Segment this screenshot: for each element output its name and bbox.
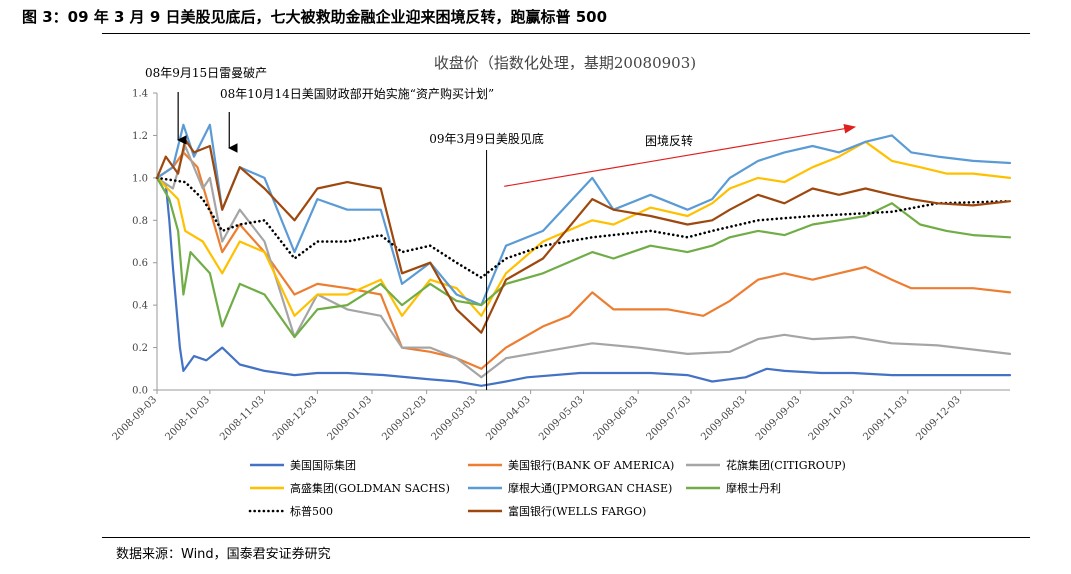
x-tick-label: 2009-03-03 xyxy=(430,394,479,443)
x-tick-label: 2008-10-03 xyxy=(163,394,212,443)
series-line-1 xyxy=(155,151,1012,370)
legend-label-7: 富国银行(WELLS FARGO) xyxy=(508,504,646,518)
x-tick-label: 2009-10-03 xyxy=(807,394,856,443)
series-line-2 xyxy=(155,144,1012,379)
annotation-turnaround: 困境反转 xyxy=(645,133,693,148)
top-rule xyxy=(102,33,1030,34)
x-tick-label: 2009-07-03 xyxy=(645,394,694,443)
x-tick-label: 2009-06-03 xyxy=(592,394,641,443)
y-tick-label: 0.0 xyxy=(132,386,148,397)
legend-label-6: 标普500 xyxy=(290,504,333,518)
series-line-0 xyxy=(155,176,1012,387)
x-tick-label: 2008-12-03 xyxy=(271,394,320,443)
y-tick-label: 0.2 xyxy=(132,343,148,354)
annotation-layer: 08年9月15日雷曼破产 08年10月14日美国财政部开始实施“资产购买计划” 09… xyxy=(145,65,857,390)
series-layer xyxy=(155,123,1012,387)
x-tick-label: 2009-02-03 xyxy=(380,394,429,443)
y-tick-label: 1.0 xyxy=(132,173,148,184)
y-tick-label: 0.6 xyxy=(132,258,148,269)
legend-label-5: 摩根士丹利 xyxy=(726,481,781,495)
chart-title: 收盘价（指数化处理，基期20080903) xyxy=(434,54,696,72)
trend-arrow xyxy=(504,124,857,187)
series-line-4 xyxy=(155,123,1012,307)
figure-title: 图 3：09 年 3 月 9 日美股见底后，七大被救助金融企业迎来困境反转，跑赢… xyxy=(22,8,608,26)
y-tick-label: 0.8 xyxy=(132,216,148,227)
series-line-5 xyxy=(155,176,1012,339)
y-tick-label: 0.4 xyxy=(132,301,148,312)
annotation-tarp: 08年10月14日美国财政部开始实施“资产购买计划” xyxy=(220,86,494,101)
x-tick-label: 2009-05-03 xyxy=(537,394,586,443)
x-tick-label: 2009-08-03 xyxy=(699,394,748,443)
x-tick-label: 2009-04-03 xyxy=(484,394,533,443)
series-line-7 xyxy=(155,138,1012,334)
annotation-bottom: 09年3月9日美股见底 xyxy=(429,131,544,146)
x-tick-label: 2008-11-03 xyxy=(218,394,267,443)
annotation-lehman: 08年9月15日雷曼破产 xyxy=(145,65,267,80)
series-line-6 xyxy=(155,176,1012,279)
series-line-3 xyxy=(155,140,1012,317)
legend: 美国国际集团 美国银行(BANK OF AMERICA) 花旗集团(CITIGROU… xyxy=(248,458,846,518)
y-tick-label: 1.2 xyxy=(132,131,148,142)
bottom-rule xyxy=(102,537,1030,538)
source-note: 数据来源：Wind，国泰君安证券研究 xyxy=(116,547,331,562)
legend-label-4: 摩根大通(JPMORGAN CHASE) xyxy=(508,481,672,495)
legend-label-1: 美国银行(BANK OF AMERICA) xyxy=(508,458,674,472)
x-tick-label: 2009-12-03 xyxy=(914,394,963,443)
x-tick-label: 2008-09-03 xyxy=(111,394,160,443)
x-tick-label: 2009-01-03 xyxy=(326,394,375,443)
x-tick-label: 2009-11-03 xyxy=(861,394,910,443)
legend-label-2: 花旗集团(CITIGROUP) xyxy=(726,458,846,472)
y-tick-label: 1.4 xyxy=(132,89,148,100)
legend-label-3: 高盛集团(GOLDMAN SACHS) xyxy=(290,481,450,495)
legend-label-0: 美国国际集团 xyxy=(290,458,356,472)
x-tick-label: 2009-09-03 xyxy=(754,394,803,443)
